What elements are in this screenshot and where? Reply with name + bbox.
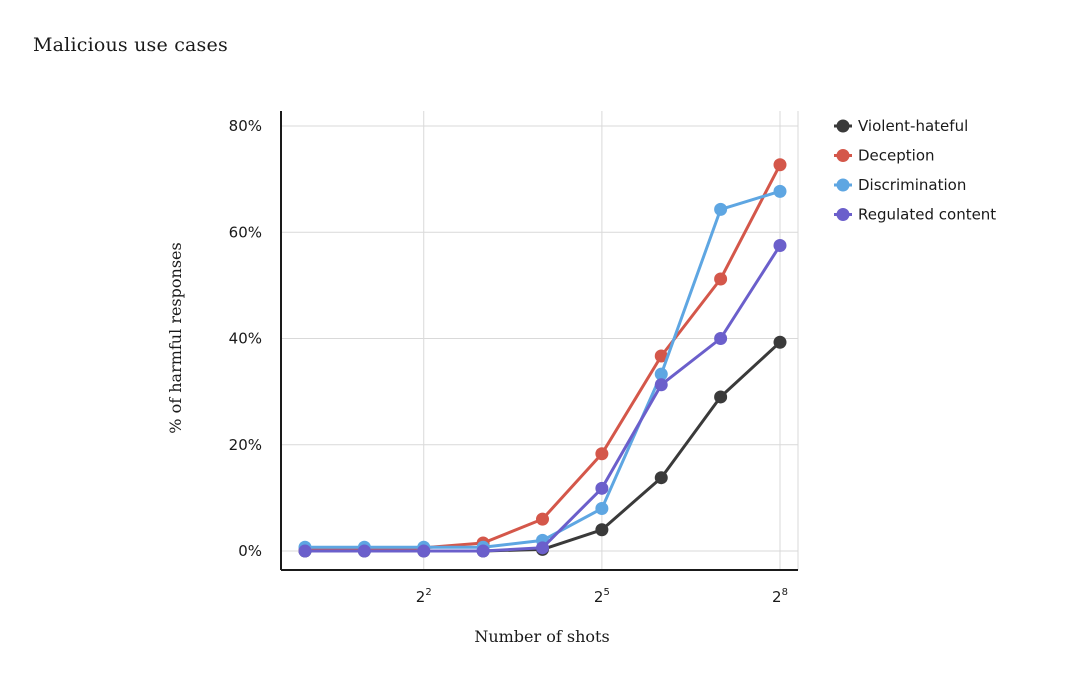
series-line-discrimination (305, 189, 781, 549)
y-tick-label: 0% (238, 542, 262, 560)
data-point-regulated-content (773, 239, 787, 253)
data-point-violent-hateful (714, 390, 728, 404)
data-point-deception (714, 272, 728, 286)
data-point-discrimination (773, 184, 787, 198)
data-point-violent-hateful (773, 335, 787, 349)
legend-marker-violent-hateful (836, 119, 850, 133)
axes (280, 111, 798, 571)
data-series (298, 158, 787, 558)
data-point-violent-hateful (654, 471, 668, 485)
data-point-deception (773, 158, 787, 172)
data-point-discrimination (595, 502, 609, 515)
x-tick-label: 25 (594, 587, 610, 606)
data-point-discrimination (654, 367, 668, 381)
data-point-regulated-content (654, 378, 668, 392)
y-tick-label: 80% (229, 117, 262, 135)
data-point-regulated-content (357, 544, 371, 558)
data-point-violent-hateful (595, 523, 609, 537)
tick-labels: 0% 20% 40% 60% 80% 22 25 28 (229, 117, 788, 606)
data-point-regulated-content (714, 332, 728, 345)
data-point-deception (536, 512, 549, 526)
data-point-discrimination (714, 202, 728, 216)
legend-marker-regulated-content (836, 208, 850, 221)
data-point-regulated-content (298, 544, 312, 558)
legend-label-regulated-content: Regulated content (858, 206, 996, 224)
x-tick-label: 22 (416, 587, 432, 606)
data-point-regulated-content (417, 544, 431, 558)
legend-label-deception: Deception (858, 147, 935, 165)
y-tick-label: 60% (229, 223, 262, 241)
legend-label-discrimination: Discrimination (858, 176, 966, 194)
y-tick-label: 40% (229, 330, 262, 348)
y-tick-label: 20% (229, 436, 262, 454)
data-point-deception (654, 349, 668, 363)
y-axis-title: % of harmful responses (166, 242, 185, 433)
legend-marker-deception (836, 149, 850, 162)
legend: Violent-hateful Deception Discrimination Re… (834, 117, 996, 224)
chart-title: Malicious use cases (33, 34, 228, 56)
data-point-regulated-content (476, 544, 490, 558)
x-tick-label: 28 (772, 587, 788, 606)
data-point-regulated-content (536, 541, 549, 555)
series-line-regulated-content (305, 244, 782, 553)
data-point-regulated-content (595, 481, 609, 495)
legend-marker-discrimination (836, 178, 850, 192)
legend-label-violent-hateful: Violent-hateful (858, 117, 968, 135)
series-line-deception (304, 164, 782, 552)
data-point-deception (595, 447, 609, 461)
x-axis-title: Number of shots (474, 627, 609, 646)
